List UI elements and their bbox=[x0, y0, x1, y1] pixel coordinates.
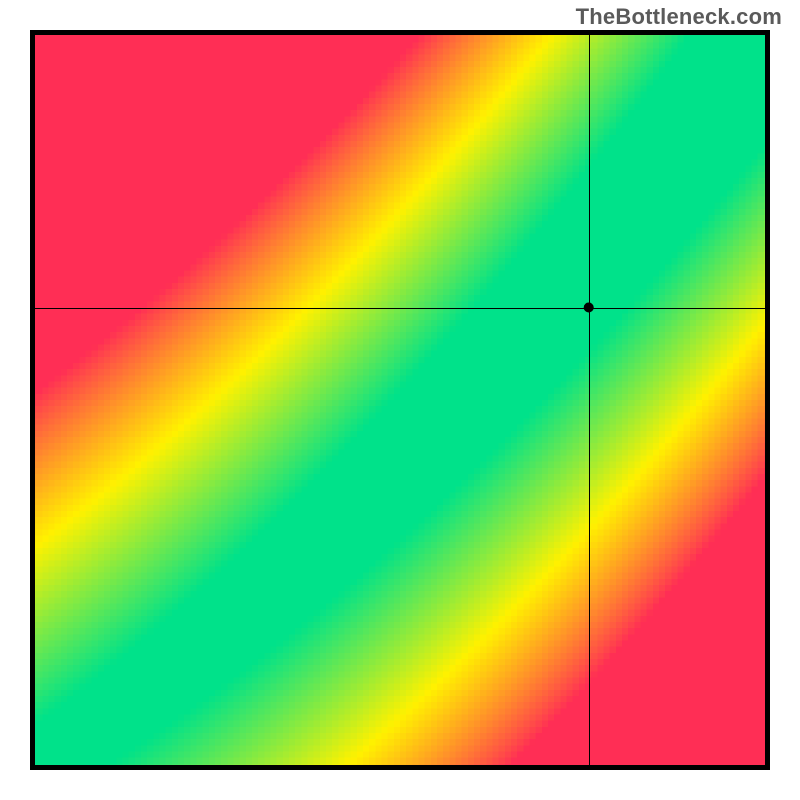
chart-container: TheBottleneck.com bbox=[0, 0, 800, 800]
overlay-canvas bbox=[0, 0, 800, 800]
watermark-text: TheBottleneck.com bbox=[576, 4, 782, 30]
